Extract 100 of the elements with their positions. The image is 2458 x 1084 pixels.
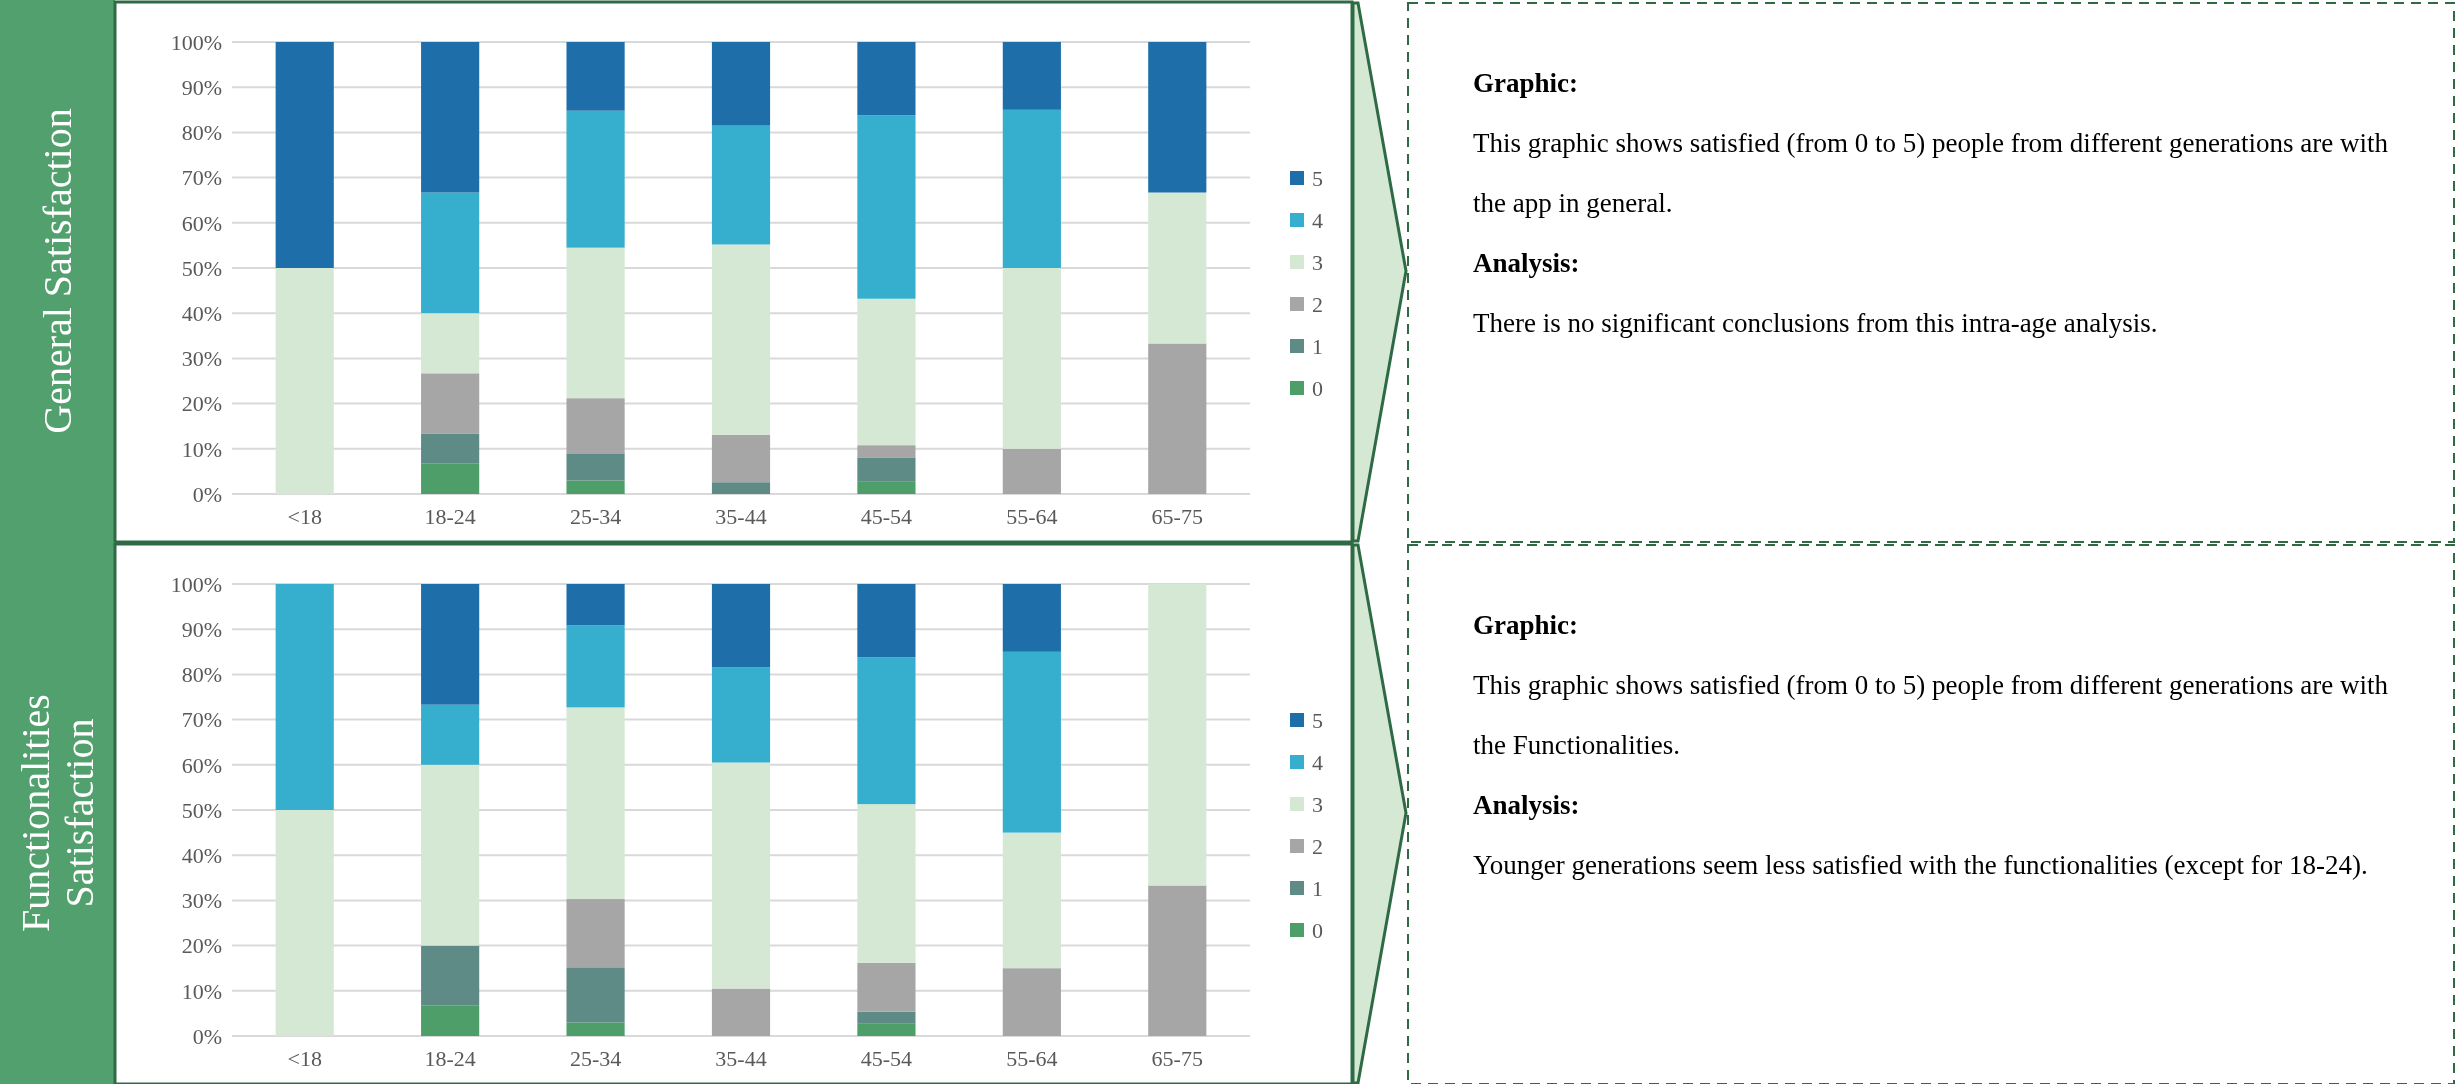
text: Younger generations seem less satisfied with the functionalities (except for 18-24). (1473, 850, 2368, 880)
bar (1148, 343, 1207, 494)
bar (711, 584, 771, 668)
y-tick-label: 90% (181, 74, 222, 100)
x-tick-label: 25-34 (569, 1046, 622, 1071)
legend-label: 5 (1312, 165, 1323, 191)
bar (711, 482, 771, 494)
bar (566, 584, 625, 626)
x-tick-label: 25-34 (569, 504, 622, 529)
bar (566, 453, 625, 481)
bar (275, 584, 334, 810)
bar (1002, 968, 1061, 1036)
text: Functionalities Satisfaction (13, 694, 102, 932)
legend-label: 4 (1312, 207, 1323, 233)
bar (421, 192, 480, 314)
y-tick-label: 100% (170, 571, 222, 597)
y-tick-label: 70% (181, 165, 222, 191)
y-tick-label: 60% (181, 210, 222, 236)
x-tick-label: 18-24 (424, 1046, 476, 1071)
bar (566, 707, 625, 900)
bar (857, 657, 916, 805)
y-tick-label: 10% (181, 436, 222, 462)
bar (1002, 42, 1061, 110)
legend-label: 0 (1312, 917, 1323, 943)
text: Analysis: (1473, 248, 1580, 278)
legend-label: 2 (1312, 833, 1323, 859)
bar (421, 704, 480, 765)
bar (857, 804, 916, 963)
bar (857, 115, 916, 299)
bar (1002, 448, 1061, 494)
legend-label: 5 (1312, 707, 1323, 733)
legend-label: 4 (1312, 749, 1323, 775)
bar (421, 764, 480, 946)
legend-label: 2 (1312, 291, 1323, 317)
x-tick-label: 65-75 (1151, 1046, 1203, 1071)
bar (857, 584, 916, 658)
bar (857, 481, 916, 494)
bar (1148, 885, 1207, 1036)
bar (566, 967, 625, 1023)
y-tick-label: 50% (181, 797, 222, 823)
y-tick-label: 80% (181, 662, 222, 688)
bar (711, 667, 771, 763)
bar (421, 584, 480, 705)
bar (711, 42, 771, 126)
legend-label: 1 (1312, 333, 1323, 359)
bar (857, 1011, 916, 1024)
y-tick-label: 80% (181, 120, 222, 146)
bar (711, 125, 771, 245)
bar (857, 962, 916, 1012)
text: Graphic: (1473, 610, 1578, 640)
y-tick-label: 10% (181, 978, 222, 1004)
bar (421, 373, 480, 434)
bar (566, 480, 625, 494)
bar (1002, 651, 1061, 833)
bar (421, 42, 480, 193)
bar (711, 434, 771, 483)
bar (1002, 584, 1061, 652)
bar (566, 110, 625, 248)
y-tick-label: 60% (181, 752, 222, 778)
bar (275, 42, 334, 268)
text: Graphic: (1473, 68, 1578, 98)
x-tick-label: 45-54 (860, 504, 913, 529)
x-tick-label: 18-24 (424, 504, 476, 529)
bar (421, 313, 480, 374)
x-tick-label: <18 (287, 504, 322, 529)
text: Analysis: (1473, 790, 1580, 820)
bar (711, 762, 771, 989)
text: There is no significant conclusions from this intra-age analysis. (1473, 308, 2158, 338)
bar (857, 42, 916, 116)
y-tick-label: 0% (192, 481, 222, 507)
y-tick-label: 70% (181, 707, 222, 733)
x-tick-label: 45-54 (860, 1046, 913, 1071)
bar (1002, 268, 1061, 449)
bar (566, 899, 625, 968)
bar (566, 247, 625, 399)
bar (1002, 832, 1061, 969)
text: This graphic shows satisfied (from 0 to 5) people from different generations are with the Functionalities. (1473, 670, 2389, 760)
bar (1148, 584, 1207, 886)
bar (1002, 109, 1061, 268)
y-tick-label: 50% (181, 255, 222, 281)
bar (566, 1022, 625, 1036)
text: This graphic shows satisfied (from 0 to 5) people from different generations are with the app in general. (1473, 128, 2389, 218)
bar (566, 625, 625, 708)
bar (1148, 42, 1207, 193)
y-tick-label: 30% (181, 346, 222, 372)
y-tick-label: 0% (192, 1023, 222, 1049)
bar (857, 298, 916, 446)
bar (566, 42, 625, 111)
y-tick-label: 40% (181, 842, 222, 868)
legend-label: 3 (1312, 791, 1323, 817)
bar (275, 268, 334, 494)
y-tick-label: 20% (181, 933, 222, 959)
y-tick-label: 100% (170, 29, 222, 55)
bar (857, 1023, 916, 1036)
bar (711, 244, 771, 435)
bar (421, 1005, 480, 1036)
x-tick-label: 55-64 (1006, 1046, 1058, 1071)
x-tick-label: 65-75 (1151, 504, 1203, 529)
y-tick-label: 40% (181, 300, 222, 326)
bar (421, 945, 480, 1006)
